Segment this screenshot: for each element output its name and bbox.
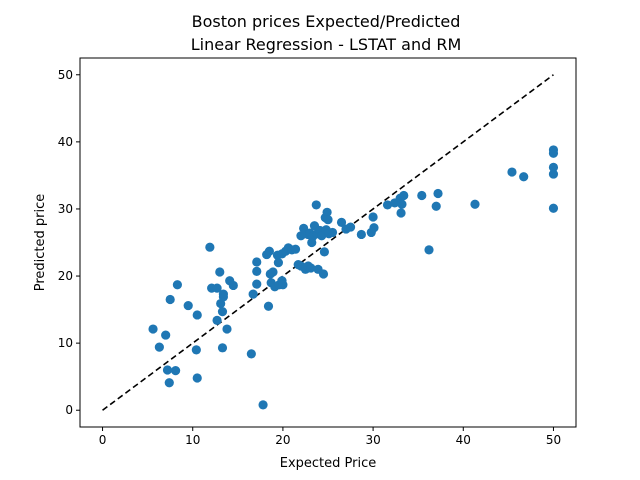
data-point <box>433 188 443 199</box>
data-point <box>154 342 164 352</box>
data-point <box>222 324 232 334</box>
data-point <box>192 310 202 320</box>
data-point <box>264 246 274 256</box>
data-points <box>148 145 559 410</box>
x-axis-ticks: 0 10 20 30 40 50 <box>99 427 561 447</box>
data-point <box>548 169 559 179</box>
x-tick-label: 0 <box>99 433 107 447</box>
data-point <box>322 207 332 217</box>
data-point <box>148 324 158 334</box>
data-point <box>246 349 256 359</box>
data-point <box>327 227 338 238</box>
data-point <box>399 190 409 201</box>
data-point <box>319 247 329 257</box>
data-point <box>205 242 215 252</box>
x-tick-label: 40 <box>456 433 471 447</box>
x-tick-label: 50 <box>546 433 561 447</box>
y-axis-ticks: 0 10 20 30 40 50 <box>58 68 80 417</box>
data-point <box>548 148 559 158</box>
data-point <box>507 167 517 177</box>
data-point <box>548 162 559 172</box>
data-point <box>369 223 379 233</box>
data-point <box>183 300 193 311</box>
data-point <box>217 307 228 317</box>
x-tick-label: 20 <box>275 433 290 447</box>
data-point <box>318 269 329 279</box>
data-point <box>252 279 262 289</box>
data-point <box>417 190 427 201</box>
data-point <box>323 215 333 225</box>
y-tick-label: 30 <box>58 202 73 216</box>
data-point <box>424 245 434 255</box>
data-point <box>228 280 238 291</box>
data-point <box>356 229 366 240</box>
plot-area-frame <box>79 57 577 428</box>
data-point <box>368 212 378 222</box>
data-point <box>170 366 181 376</box>
reference-line <box>102 74 554 411</box>
data-point <box>192 373 202 383</box>
data-point <box>212 283 222 293</box>
data-point <box>162 365 173 375</box>
chart-title-line-2: Linear Regression - LSTAT and RM <box>191 35 462 54</box>
data-point <box>258 400 268 410</box>
data-point <box>218 289 228 299</box>
data-point <box>161 330 171 340</box>
data-point <box>252 266 262 276</box>
data-point <box>273 258 283 268</box>
data-point <box>191 345 201 355</box>
data-point <box>290 244 301 254</box>
data-point <box>278 280 288 290</box>
data-point <box>248 289 258 299</box>
data-point <box>164 378 174 388</box>
data-point <box>165 294 175 305</box>
data-point <box>263 301 274 311</box>
y-tick-label: 0 <box>65 403 73 417</box>
data-point <box>311 200 321 210</box>
data-point <box>215 267 225 277</box>
data-point <box>306 263 316 273</box>
data-point <box>431 201 441 211</box>
data-point <box>336 217 347 227</box>
data-point <box>345 222 356 232</box>
data-point <box>252 257 262 267</box>
data-point <box>217 343 228 353</box>
data-point <box>397 199 407 209</box>
data-point <box>172 280 182 290</box>
data-point <box>548 203 559 213</box>
data-point <box>212 315 222 325</box>
x-tick-label: 30 <box>365 433 380 447</box>
data-point <box>470 199 480 209</box>
data-point <box>396 208 406 218</box>
chart-title-line-1: Boston prices Expected/Predicted <box>192 12 461 31</box>
y-tick-label: 50 <box>58 68 73 82</box>
y-tick-label: 20 <box>58 269 73 283</box>
data-point <box>519 172 529 182</box>
x-axis-label: Expected Price <box>280 456 377 471</box>
y-tick-label: 10 <box>58 336 73 350</box>
data-point <box>382 200 393 210</box>
data-point <box>268 267 278 277</box>
y-axis-label: Predicted price <box>33 194 48 292</box>
x-tick-label: 10 <box>185 433 200 447</box>
y-tick-label: 40 <box>58 135 73 149</box>
